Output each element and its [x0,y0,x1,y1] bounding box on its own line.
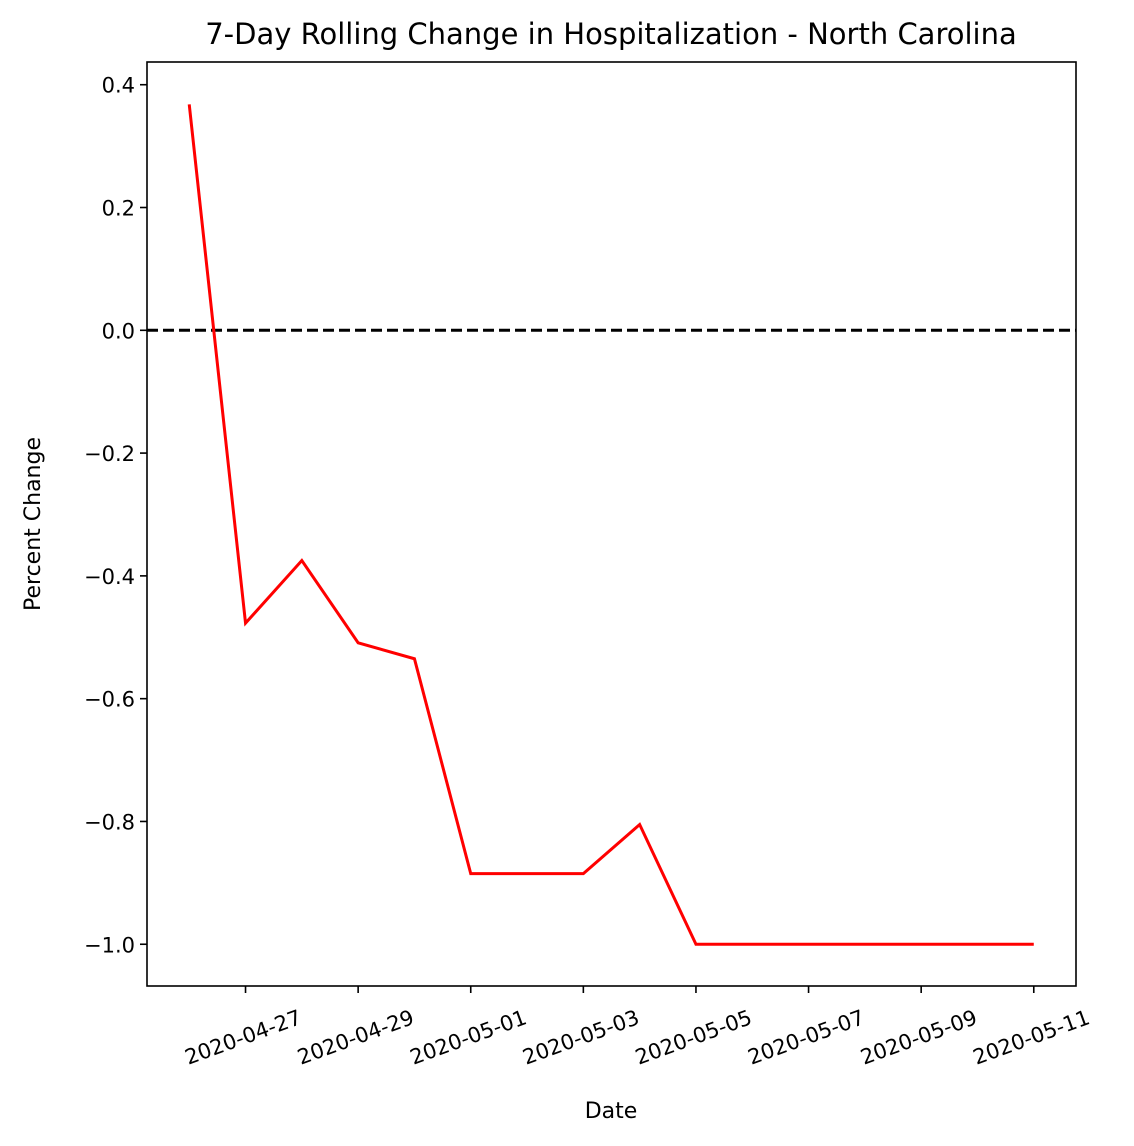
x-tick-label: 2020-04-27 [182,1005,305,1069]
y-tick-label: 0.0 [102,319,135,343]
plot-frame [146,61,1077,987]
y-tick-label: −1.0 [84,933,135,957]
y-axis-label: Percent Change [21,437,46,611]
y-tick-label: −0.4 [84,565,135,589]
y-tick-label: −0.6 [84,688,135,712]
x-axis-label: Date [585,1099,638,1124]
x-tick-label: 2020-05-09 [857,1005,980,1069]
y-tick-label: 0.2 [102,197,135,221]
y-tick-label: −0.8 [84,810,135,834]
x-tick-label: 2020-05-03 [520,1005,643,1069]
x-tick-label: 2020-05-11 [970,1005,1093,1069]
x-tick-label: 2020-04-29 [294,1005,417,1069]
x-tick-label: 2020-05-05 [632,1005,755,1069]
y-tick-label: 0.4 [102,74,135,98]
y-tick-label: −0.2 [84,442,135,466]
x-tick-label: 2020-05-01 [407,1005,530,1069]
chart-title: 7-Day Rolling Change in Hospitalization … [205,17,1017,51]
x-tick-label: 2020-05-07 [745,1005,868,1069]
series-line-0 [187,104,1034,946]
